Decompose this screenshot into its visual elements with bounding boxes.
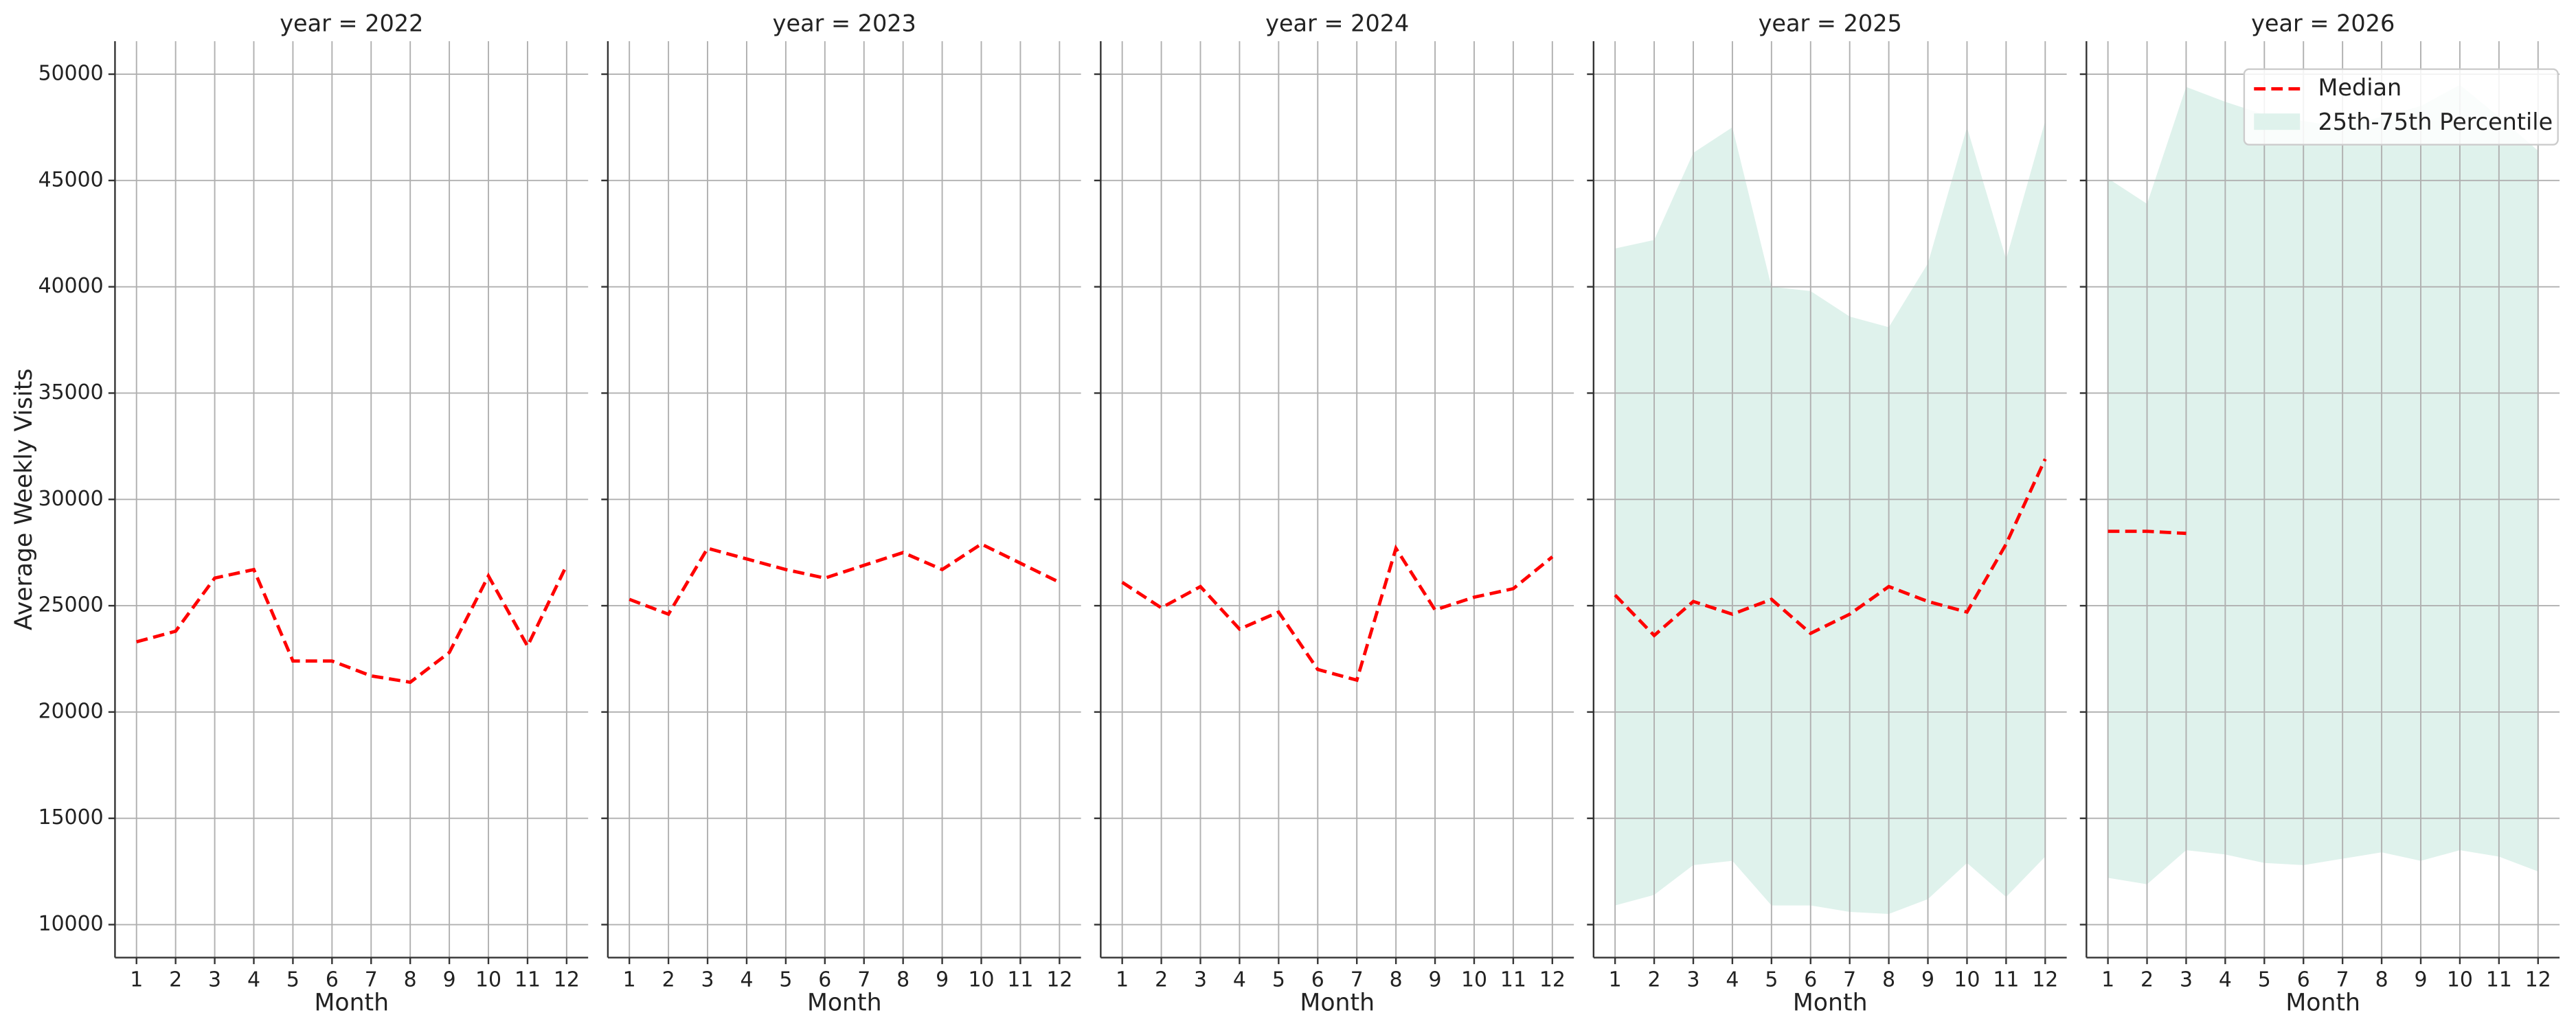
- x-tick-label: 11: [515, 968, 541, 992]
- median-line: [1614, 458, 2047, 638]
- legend: Median 25th-75th Percentile: [2243, 68, 2559, 146]
- x-axis-label: Month: [314, 989, 389, 1016]
- x-tick-label: 3: [1686, 968, 1699, 992]
- x-tick-label: 9: [2414, 968, 2427, 992]
- x-tick-label: 1: [130, 968, 143, 992]
- x-tick-label: 5: [286, 968, 300, 992]
- y-tick-label: 20000: [38, 699, 104, 723]
- x-axis-label: Month: [807, 989, 882, 1016]
- x-tick-label: 8: [2375, 968, 2388, 992]
- x-tick-label: 10: [475, 968, 501, 992]
- x-tick-label: 5: [779, 968, 792, 992]
- x-tick-label: 3: [1194, 968, 1207, 992]
- x-tick-label: 1: [2101, 968, 2114, 992]
- x-tick-label: 2: [1155, 968, 1168, 992]
- y-tick-label: 30000: [38, 487, 104, 511]
- x-tick-label: 5: [1272, 968, 1285, 992]
- x-tick-label: 10: [1954, 968, 1980, 992]
- x-tick-label: 12: [2525, 968, 2551, 992]
- x-axis-label: Month: [2285, 989, 2360, 1016]
- x-tick-label: 10: [968, 968, 994, 992]
- panel-title: year = 2022: [280, 10, 423, 37]
- x-tick-label: 2: [169, 968, 182, 992]
- y-tick-label: 10000: [38, 912, 104, 936]
- x-tick-label: 8: [404, 968, 417, 992]
- x-tick-label: 6: [1311, 968, 1324, 992]
- percentile-band: [1615, 121, 2046, 915]
- x-tick-label: 9: [443, 968, 456, 992]
- panel-title: year = 2025: [1759, 10, 1902, 37]
- x-tick-label: 8: [1390, 968, 1403, 992]
- x-tick-label: 7: [2336, 968, 2349, 992]
- y-tick-label: 50000: [38, 62, 104, 86]
- x-tick-label: 9: [1429, 968, 1442, 992]
- x-tick-label: 12: [2032, 968, 2058, 992]
- x-tick-label: 8: [896, 968, 909, 992]
- percentile-band: [2108, 84, 2538, 884]
- legend-label: Median: [2318, 74, 2402, 101]
- x-tick-label: 1: [1609, 968, 1622, 992]
- x-axis-label: Month: [1300, 989, 1375, 1016]
- x-tick-label: 7: [1351, 968, 1364, 992]
- x-tick-label: 7: [1843, 968, 1856, 992]
- x-tick-label: 7: [857, 968, 870, 992]
- x-tick-label: 3: [701, 968, 714, 992]
- x-tick-label: 1: [623, 968, 636, 992]
- x-tick-label: 11: [1007, 968, 1033, 992]
- x-tick-label: 12: [1539, 968, 1566, 992]
- x-tick-label: 3: [2180, 968, 2193, 992]
- y-tick-label: 25000: [38, 593, 104, 617]
- x-tick-label: 6: [1804, 968, 1817, 992]
- x-tick-label: 12: [554, 968, 580, 992]
- x-tick-label: 6: [818, 968, 831, 992]
- median-line: [1121, 544, 1554, 683]
- panel-title: year = 2023: [773, 10, 916, 37]
- x-tick-label: 5: [2258, 968, 2271, 992]
- x-axis-label: Month: [1793, 989, 1868, 1016]
- x-tick-label: 4: [740, 968, 753, 992]
- x-tick-label: 4: [1726, 968, 1739, 992]
- x-tick-label: 2: [2140, 968, 2154, 992]
- x-tick-label: 8: [1882, 968, 1895, 992]
- y-tick-label: 45000: [38, 168, 104, 192]
- x-tick-label: 2: [662, 968, 675, 992]
- legend-box: [2243, 68, 2559, 146]
- x-tick-label: 9: [1921, 968, 1934, 992]
- x-tick-label: 4: [1233, 968, 1246, 992]
- x-tick-label: 4: [247, 968, 260, 992]
- x-tick-label: 9: [936, 968, 949, 992]
- x-tick-label: 10: [1461, 968, 1487, 992]
- x-tick-label: 11: [1993, 968, 2019, 992]
- x-tick-label: 2: [1648, 968, 1661, 992]
- legend-swatch: [2254, 113, 2301, 130]
- median-line: [136, 564, 569, 685]
- x-tick-label: 12: [1046, 968, 1072, 992]
- x-tick-label: 6: [326, 968, 339, 992]
- x-tick-label: 4: [2219, 968, 2232, 992]
- x-tick-label: 1: [1116, 968, 1129, 992]
- x-tick-label: 11: [2486, 968, 2512, 992]
- panel-title: year = 2024: [1265, 10, 1409, 37]
- x-tick-label: 10: [2447, 968, 2473, 992]
- y-tick-label: 40000: [38, 274, 104, 298]
- median-line: [2108, 529, 2187, 536]
- x-tick-label: 3: [208, 968, 221, 992]
- median-line: [629, 542, 1061, 617]
- x-tick-label: 5: [1765, 968, 1778, 992]
- panel: 1000015000200002500030000350004000045000…: [10, 10, 589, 1016]
- y-tick-label: 15000: [38, 805, 104, 829]
- x-tick-label: 7: [365, 968, 378, 992]
- x-tick-label: 11: [1500, 968, 1526, 992]
- y-axis-label: Average Weekly Visits: [10, 369, 38, 630]
- panel-title: year = 2026: [2251, 10, 2395, 37]
- x-tick-label: 6: [2297, 968, 2310, 992]
- legend-label: 25th-75th Percentile: [2318, 108, 2553, 135]
- y-tick-label: 35000: [38, 380, 104, 404]
